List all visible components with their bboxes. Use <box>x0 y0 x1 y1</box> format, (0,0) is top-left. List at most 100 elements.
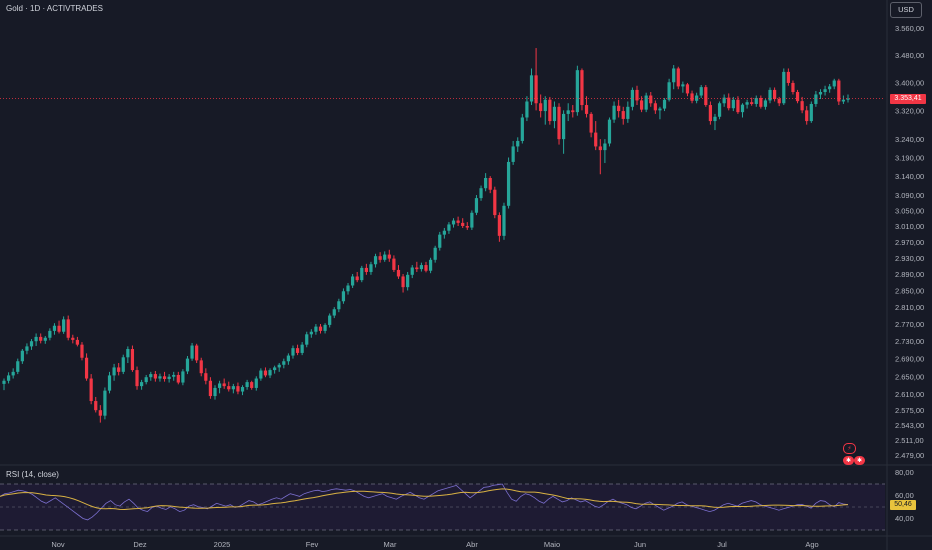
chart-title: Gold · 1D · ACTIVTRADES <box>6 4 103 13</box>
candle-body <box>89 378 93 402</box>
candle-body <box>16 361 20 372</box>
candle-body <box>158 376 162 379</box>
candle-body <box>185 358 190 372</box>
candle-body <box>557 106 561 140</box>
lightning-icon[interactable]: ⚡ <box>843 443 856 454</box>
price-axis-tick: 2.543,00 <box>895 421 924 430</box>
candle-body <box>176 374 180 383</box>
candle-body <box>497 215 501 236</box>
candle-body <box>103 390 107 416</box>
candle-body <box>360 267 364 281</box>
candle-body <box>639 100 644 110</box>
price-axis-tick: 3.090,00 <box>895 191 924 200</box>
candle-body <box>552 106 557 122</box>
time-axis-tick: Fev <box>306 540 319 549</box>
candle-body <box>607 119 612 144</box>
price-axis-tick: 2.890,00 <box>895 270 924 279</box>
candle-body <box>190 345 194 359</box>
candle-body <box>823 89 827 93</box>
rsi-axis-tick: 40,00 <box>895 514 914 523</box>
time-axis-tick: Abr <box>466 540 478 549</box>
candle-body <box>112 367 116 376</box>
time-axis-tick: Dez <box>133 540 147 549</box>
candle-body <box>263 370 268 376</box>
candle-body <box>364 267 368 272</box>
rsi-title: RSI (14, close) <box>6 470 59 479</box>
currency-button[interactable]: USD <box>890 2 922 18</box>
candle-body <box>419 265 424 270</box>
candle-body <box>571 110 575 113</box>
candle-body <box>635 89 639 101</box>
rsi-ma-line <box>0 488 849 511</box>
us-flag-icon[interactable]: ✱ <box>854 456 865 465</box>
candle-body <box>240 387 245 392</box>
candle-body <box>250 382 254 388</box>
candle-body <box>172 374 176 377</box>
candle-body <box>828 86 832 90</box>
candle-body <box>62 319 66 332</box>
rsi-axis-tick: 60,00 <box>895 491 914 500</box>
candle-body <box>424 265 428 271</box>
candle-body <box>346 285 350 292</box>
candle-body <box>717 103 722 117</box>
candle-body <box>222 383 226 387</box>
candle-body <box>768 89 772 101</box>
candle-body <box>433 247 437 260</box>
candle-body <box>25 346 29 351</box>
candle-body <box>456 220 460 223</box>
candle-body <box>814 94 818 104</box>
candle-body <box>782 71 786 104</box>
candle-body <box>383 254 387 260</box>
candle-body <box>442 230 446 235</box>
candle-body <box>598 146 602 151</box>
candle-body <box>484 177 488 189</box>
price-axis-tick: 3.140,00 <box>895 172 924 181</box>
candle-body <box>20 350 24 362</box>
candle-body <box>584 105 589 114</box>
price-axis-tick: 2.970,00 <box>895 238 924 247</box>
candle-body <box>786 71 790 83</box>
candle-body <box>795 92 800 102</box>
candle-body <box>575 70 579 113</box>
candle-body <box>773 89 777 100</box>
candle-body <box>470 212 474 228</box>
candle-body <box>162 376 167 379</box>
candle-body <box>11 371 15 376</box>
candle-body <box>43 337 47 341</box>
candle-body <box>502 205 506 236</box>
candle-body <box>314 326 318 332</box>
us-flag-icon[interactable]: ✱ <box>843 456 854 465</box>
candle-body <box>6 375 11 381</box>
candle-body <box>415 267 419 270</box>
candle-body <box>126 349 130 358</box>
candle-body <box>800 101 804 111</box>
candle-body <box>617 105 621 112</box>
candle-body <box>117 367 121 372</box>
candle-body <box>759 97 763 107</box>
candle-body <box>777 99 781 104</box>
candle-body <box>277 364 281 368</box>
candle-body <box>727 97 731 109</box>
candle-body <box>273 367 277 371</box>
candle-body <box>29 341 34 347</box>
candle-body <box>704 87 708 106</box>
candle-body <box>144 377 148 383</box>
rsi-axis-tick: 80,00 <box>895 468 914 477</box>
candle-body <box>396 269 401 277</box>
candle-body <box>681 84 685 87</box>
price-axis-tick: 2.610,00 <box>895 390 924 399</box>
time-axis-tick: Nov <box>51 540 65 549</box>
candle-body <box>580 70 584 106</box>
price-axis-tick: 2.810,00 <box>895 303 924 312</box>
candle-body <box>254 378 258 388</box>
time-axis-tick: 2025 <box>214 540 231 549</box>
candle-body <box>2 380 6 384</box>
price-axis-tick: 2.690,00 <box>895 355 924 364</box>
candle-body <box>658 108 662 111</box>
candle-body <box>736 99 740 113</box>
candle-body <box>447 224 451 231</box>
price-axis-tick: 2.850,00 <box>895 286 924 295</box>
candle-body <box>351 276 355 286</box>
candle-body <box>341 291 346 302</box>
